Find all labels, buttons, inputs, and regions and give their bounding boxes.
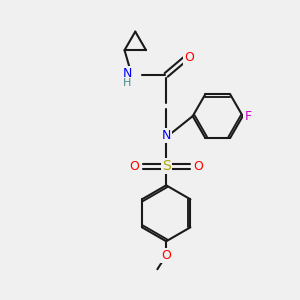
Text: N: N — [122, 67, 132, 80]
Text: O: O — [161, 249, 171, 262]
Text: N: N — [161, 129, 171, 142]
Text: S: S — [162, 159, 171, 173]
Text: O: O — [194, 160, 203, 173]
Text: O: O — [184, 51, 194, 64]
Text: H: H — [123, 78, 131, 88]
Text: O: O — [129, 160, 139, 173]
Text: F: F — [244, 110, 252, 123]
